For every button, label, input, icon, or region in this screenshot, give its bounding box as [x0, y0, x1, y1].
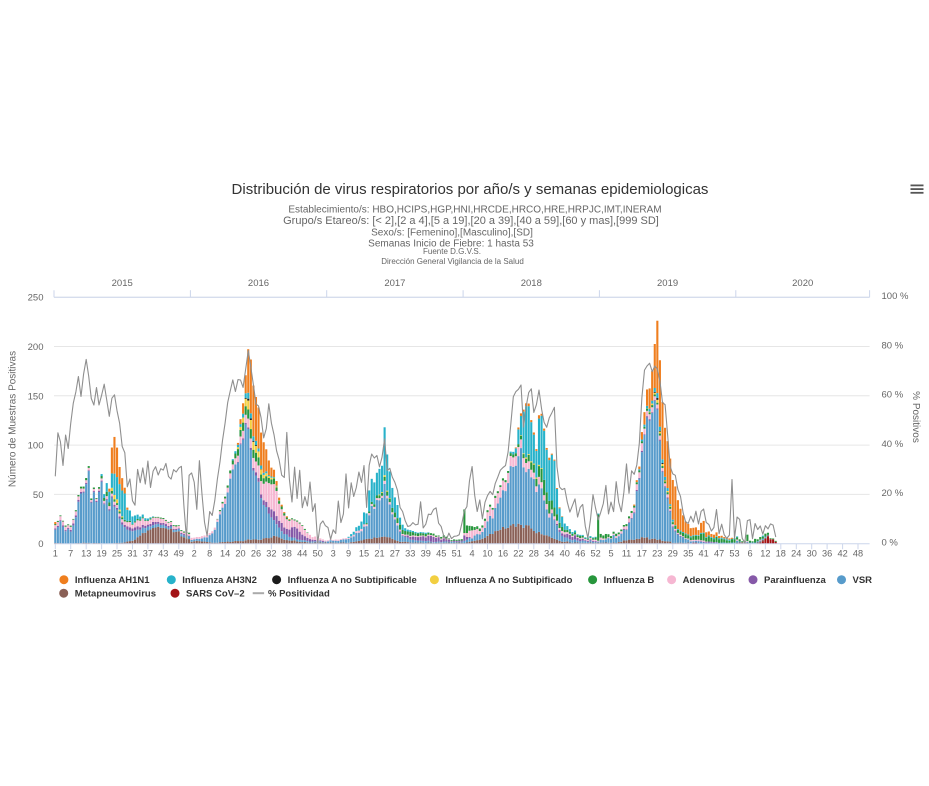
svg-text:28: 28	[529, 549, 539, 559]
svg-text:0: 0	[38, 539, 43, 550]
svg-text:10: 10	[482, 549, 492, 559]
svg-text:13: 13	[81, 549, 91, 559]
svg-text:14: 14	[220, 549, 230, 559]
svg-text:35: 35	[683, 549, 693, 559]
svg-text:21: 21	[374, 549, 384, 559]
svg-text:30: 30	[807, 549, 817, 559]
svg-text:VSR: VSR	[853, 575, 873, 586]
svg-text:34: 34	[544, 549, 554, 559]
svg-text:50: 50	[313, 549, 323, 559]
svg-text:2: 2	[192, 549, 197, 559]
svg-text:Sexo/s: [Femenino],[Masculino]: Sexo/s: [Femenino],[Masculino],[SD]	[371, 227, 533, 238]
svg-text:44: 44	[297, 549, 307, 559]
svg-text:Dirección General Vigilancia d: Dirección General Vigilancia de la Salud	[381, 257, 524, 266]
svg-text:42: 42	[837, 549, 847, 559]
svg-text:16: 16	[498, 549, 508, 559]
svg-text:39: 39	[421, 549, 431, 559]
svg-text:Adenovirus: Adenovirus	[683, 575, 735, 586]
svg-text:36: 36	[822, 549, 832, 559]
svg-text:Distribución de virus respirat: Distribución de virus respiratorios por …	[232, 181, 709, 198]
svg-text:Influenza A no Subtipificable: Influenza A no Subtipificable	[288, 575, 417, 586]
svg-text:2015: 2015	[112, 278, 133, 289]
svg-text:60 %: 60 %	[882, 390, 904, 401]
svg-text:100 %: 100 %	[882, 291, 909, 302]
svg-text:Influenza AH1N1: Influenza AH1N1	[75, 575, 150, 586]
svg-text:47: 47	[714, 549, 724, 559]
svg-text:3: 3	[331, 549, 336, 559]
svg-text:17: 17	[637, 549, 647, 559]
svg-text:9: 9	[346, 549, 351, 559]
svg-text:Grupo/s Etareo/s: [< 2],[2 a 4: Grupo/s Etareo/s: [< 2],[2 a 4],[5 a 19]…	[283, 215, 659, 227]
svg-text:45: 45	[436, 549, 446, 559]
svg-text:% Positivos: % Positivos	[910, 391, 921, 443]
svg-text:2017: 2017	[384, 278, 405, 289]
svg-text:40 %: 40 %	[882, 439, 904, 450]
svg-text:37: 37	[143, 549, 153, 559]
svg-text:250: 250	[28, 293, 44, 304]
svg-text:25: 25	[112, 549, 122, 559]
svg-text:Influenza AH3N2: Influenza AH3N2	[182, 575, 257, 586]
svg-text:Fuente D.G.V.S.: Fuente D.G.V.S.	[423, 247, 481, 256]
svg-text:4: 4	[470, 549, 475, 559]
svg-text:150: 150	[28, 391, 44, 402]
svg-text:52: 52	[590, 549, 600, 559]
svg-text:12: 12	[760, 549, 770, 559]
svg-text:Metapneumovirus: Metapneumovirus	[75, 589, 156, 600]
svg-text:20 %: 20 %	[882, 488, 904, 499]
svg-text:Influenza A no Subtipificado: Influenza A no Subtipificado	[445, 575, 572, 586]
svg-text:19: 19	[96, 549, 106, 559]
svg-text:2020: 2020	[792, 278, 813, 289]
svg-text:2016: 2016	[248, 278, 269, 289]
svg-text:32: 32	[266, 549, 276, 559]
svg-text:200: 200	[28, 342, 44, 353]
svg-text:100: 100	[28, 441, 44, 452]
svg-text:6: 6	[747, 549, 752, 559]
svg-text:SARS CoV–2: SARS CoV–2	[186, 589, 245, 600]
svg-text:Parainfluenza: Parainfluenza	[764, 575, 826, 586]
svg-text:53: 53	[729, 549, 739, 559]
svg-text:31: 31	[127, 549, 137, 559]
svg-text:26: 26	[251, 549, 261, 559]
svg-text:50: 50	[33, 490, 44, 501]
svg-text:80 %: 80 %	[882, 340, 904, 351]
svg-text:2018: 2018	[521, 278, 542, 289]
svg-text:23: 23	[652, 549, 662, 559]
svg-text:33: 33	[405, 549, 415, 559]
svg-text:20: 20	[235, 549, 245, 559]
svg-text:7: 7	[68, 549, 73, 559]
svg-text:48: 48	[853, 549, 863, 559]
svg-text:0 %: 0 %	[882, 538, 899, 549]
svg-text:41: 41	[698, 549, 708, 559]
svg-text:24: 24	[791, 549, 801, 559]
svg-text:29: 29	[668, 549, 678, 559]
svg-text:38: 38	[282, 549, 292, 559]
svg-text:8: 8	[207, 549, 212, 559]
svg-text:40: 40	[560, 549, 570, 559]
svg-text:15: 15	[359, 549, 369, 559]
svg-text:27: 27	[390, 549, 400, 559]
svg-text:51: 51	[452, 549, 462, 559]
svg-text:% Positividad: % Positividad	[268, 589, 330, 600]
svg-text:2019: 2019	[657, 278, 678, 289]
svg-text:22: 22	[513, 549, 523, 559]
svg-text:18: 18	[776, 549, 786, 559]
svg-text:Influenza B: Influenza B	[604, 575, 655, 586]
svg-text:1: 1	[53, 549, 58, 559]
svg-text:46: 46	[575, 549, 585, 559]
svg-text:43: 43	[158, 549, 168, 559]
svg-text:11: 11	[622, 549, 632, 559]
svg-text:Establecimiento/s: HBO,HCIPS,H: Establecimiento/s: HBO,HCIPS,HGP,HNI,HRC…	[288, 205, 661, 216]
svg-text:49: 49	[174, 549, 184, 559]
svg-text:5: 5	[608, 549, 613, 559]
svg-text:Número de Muestras Positivas: Número de Muestras Positivas	[8, 351, 19, 487]
